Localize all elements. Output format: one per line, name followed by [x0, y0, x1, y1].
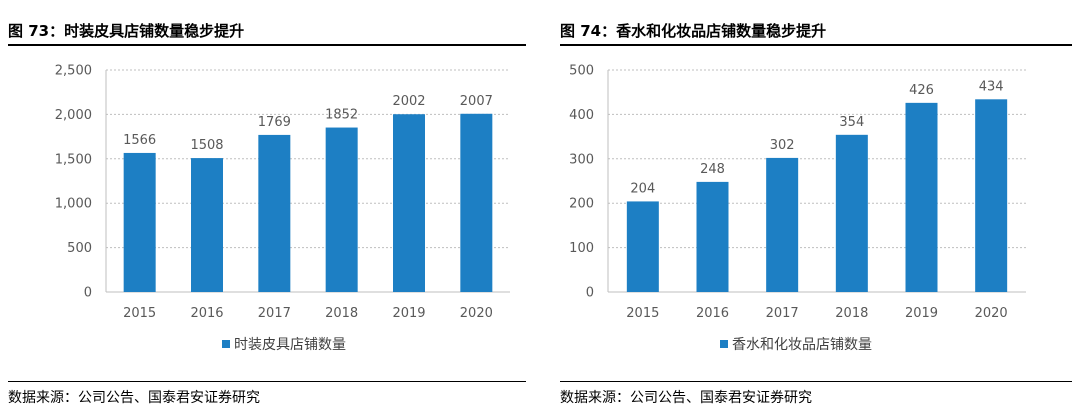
bar [325, 127, 358, 293]
bar [905, 102, 938, 292]
data-label: 2007 [460, 94, 493, 109]
bar [258, 134, 291, 292]
data-label: 1508 [190, 138, 223, 153]
bottom-rule [560, 381, 1072, 382]
y-tick-label: 500 [67, 241, 92, 256]
data-label: 434 [979, 79, 1004, 94]
legend-swatch [720, 340, 728, 348]
x-tick-label: 2016 [696, 306, 729, 321]
data-label: 1566 [123, 133, 156, 148]
x-tick-label: 2020 [975, 306, 1008, 321]
y-tick-label: 2,500 [55, 64, 92, 79]
chart-title: 图 74：香水和化妆品店铺数量稳步提升 [560, 22, 827, 40]
data-label: 1852 [325, 108, 358, 123]
y-tick-label: 1,000 [55, 197, 92, 212]
x-tick-label: 2019 [392, 306, 425, 321]
bar [696, 181, 729, 292]
bar-chart-store-count-perfume: 0 100 200 300 400 500 204 2015 248 2016 302 2017 354… [569, 64, 1026, 353]
title-rule [8, 44, 526, 46]
bar [393, 114, 425, 292]
x-tick-label: 2017 [766, 306, 799, 321]
y-tick-label: 400 [569, 108, 594, 123]
source-note: 数据来源：公司公告、国泰君安证券研究 [8, 390, 260, 406]
chart-panel-right: 图 74：香水和化妆品店铺数量稳步提升 0 100 200 300 400 500 204 2… [552, 0, 1080, 419]
x-tick-label: 2019 [905, 306, 938, 321]
y-tick-label: 300 [569, 152, 594, 167]
bar-chart-store-count-fashion: 0 500 1,000 1,500 2,000 2,500 1566 2015 1508 2016… [55, 64, 510, 353]
data-label: 354 [839, 115, 864, 130]
x-tick-label: 2017 [258, 306, 291, 321]
y-tick-label: 0 [586, 286, 594, 301]
data-label: 426 [909, 83, 934, 98]
x-tick-label: 2015 [123, 306, 156, 321]
bar [626, 201, 659, 292]
y-tick-label: 2,000 [55, 108, 92, 123]
y-tick-label: 0 [84, 286, 92, 301]
bar [123, 152, 156, 292]
data-label: 204 [630, 181, 655, 196]
bar [191, 158, 223, 292]
legend-label: 香水和化妆品店铺数量 [732, 337, 872, 353]
x-tick-label: 2018 [325, 306, 358, 321]
legend-label: 时装皮具店铺数量 [234, 337, 346, 353]
data-label: 302 [770, 138, 795, 153]
data-label: 2002 [392, 94, 425, 109]
x-tick-label: 2016 [190, 306, 223, 321]
x-tick-label: 2015 [626, 306, 659, 321]
y-tick-label: 500 [569, 64, 594, 79]
chart-title: 图 73：时装皮具店铺数量稳步提升 [8, 22, 245, 40]
bar [766, 157, 799, 292]
x-tick-label: 2020 [460, 306, 493, 321]
data-label: 1769 [258, 115, 291, 130]
bar [975, 99, 1008, 292]
bar [835, 134, 868, 292]
chart-panel-left: 图 73：时装皮具店铺数量稳步提升 0 500 1,000 1,500 2,000 2,5… [8, 22, 526, 406]
source-note: 数据来源：公司公告、国泰君安证券研究 [560, 390, 812, 406]
bottom-rule [8, 381, 526, 382]
y-tick-label: 200 [569, 197, 594, 212]
y-tick-label: 100 [569, 241, 594, 256]
bar [460, 113, 493, 292]
x-tick-label: 2018 [835, 306, 868, 321]
y-tick-label: 1,500 [55, 152, 92, 167]
title-rule [560, 44, 1072, 46]
data-label: 248 [700, 162, 725, 177]
legend-swatch [222, 340, 230, 348]
